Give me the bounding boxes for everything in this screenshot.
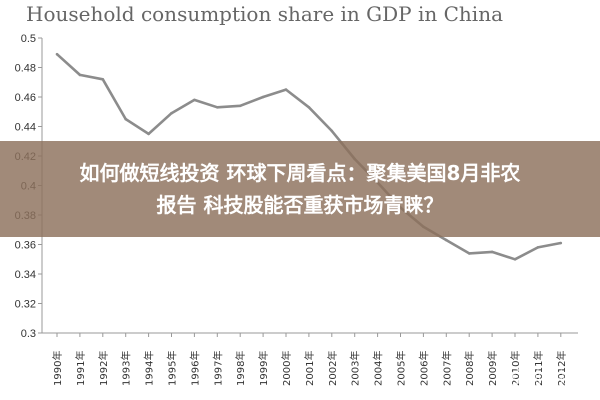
data-point (330, 129, 334, 133)
y-tick-label: 0.34 (15, 269, 36, 281)
data-point (536, 246, 540, 249)
x-tick-label: 1993年 (120, 351, 133, 386)
data-point (216, 106, 219, 109)
x-tick-label: 2003年 (349, 351, 362, 386)
x-tick-label: 1990年 (51, 351, 64, 386)
x-tick-label: 2007年 (440, 351, 453, 386)
data-point (170, 111, 173, 115)
watermark: ◉ 前沿视察 (501, 364, 590, 388)
data-point (147, 132, 150, 136)
y-tick-label: 0.3 (21, 328, 36, 340)
watermark-text: 前沿视察 (525, 368, 590, 387)
x-tick-label: 2008年 (463, 351, 476, 386)
x-tick-label: 2004年 (372, 351, 385, 386)
data-point (78, 73, 82, 77)
data-point (490, 250, 494, 254)
headline-line-1: 如何做短线投资 环球下周看点：聚集美国8月非农 (79, 161, 521, 185)
x-axis-ticks: 1990年 1991年 1992年 1993年 1994年 1995年 1996年 1997年… (51, 333, 568, 386)
data-point (284, 88, 288, 91)
x-tick-label: 2009年 (486, 351, 499, 386)
x-tick-label: 2000年 (280, 351, 293, 386)
y-tick-label: 0.48 (15, 63, 36, 75)
headline-banner[interactable]: 如何做短线投资 环球下周看点：聚集美国8月非农 报告 科技股能否重获市场青睐？ (0, 141, 600, 237)
data-point (124, 117, 127, 121)
x-tick-label: 1995年 (166, 351, 179, 386)
data-point (261, 95, 265, 99)
data-point (445, 238, 448, 242)
x-tick-label: 1997年 (211, 351, 224, 386)
y-tick-label: 0.44 (15, 122, 36, 134)
chart-title: Household consumption share in GDP in Ch… (26, 2, 503, 26)
x-tick-label: 2011年 (532, 351, 545, 386)
y-tick-label: 0.5 (21, 33, 36, 45)
data-point (238, 104, 242, 108)
y-tick-label: 0.46 (15, 92, 36, 104)
x-tick-label: 1999年 (257, 351, 270, 386)
x-tick-label: 2002年 (326, 351, 339, 386)
x-tick-label: 2006年 (417, 351, 430, 386)
x-tick-label: 1998年 (234, 351, 247, 386)
x-tick-label: 2005年 (395, 351, 408, 386)
camera-icon: ◉ (501, 366, 522, 386)
data-point (559, 241, 563, 245)
data-point (101, 78, 105, 81)
x-tick-label: 2012年 (555, 351, 568, 386)
x-tick-label: 1991年 (74, 351, 87, 386)
x-tick-label: 2001年 (303, 351, 316, 386)
data-point (307, 106, 311, 109)
y-tick-label: 0.32 (15, 299, 36, 311)
data-point (513, 258, 517, 261)
x-tick-label: 1994年 (143, 351, 156, 386)
data-point (193, 98, 196, 102)
headline-line-2: 报告 科技股能否重获市场青睐？ (156, 193, 444, 217)
x-tick-label: 1992年 (97, 351, 110, 386)
data-point (55, 52, 59, 56)
y-tick-label: 0.36 (15, 240, 36, 252)
data-point (467, 252, 471, 255)
x-tick-label: 1996年 (188, 351, 201, 386)
